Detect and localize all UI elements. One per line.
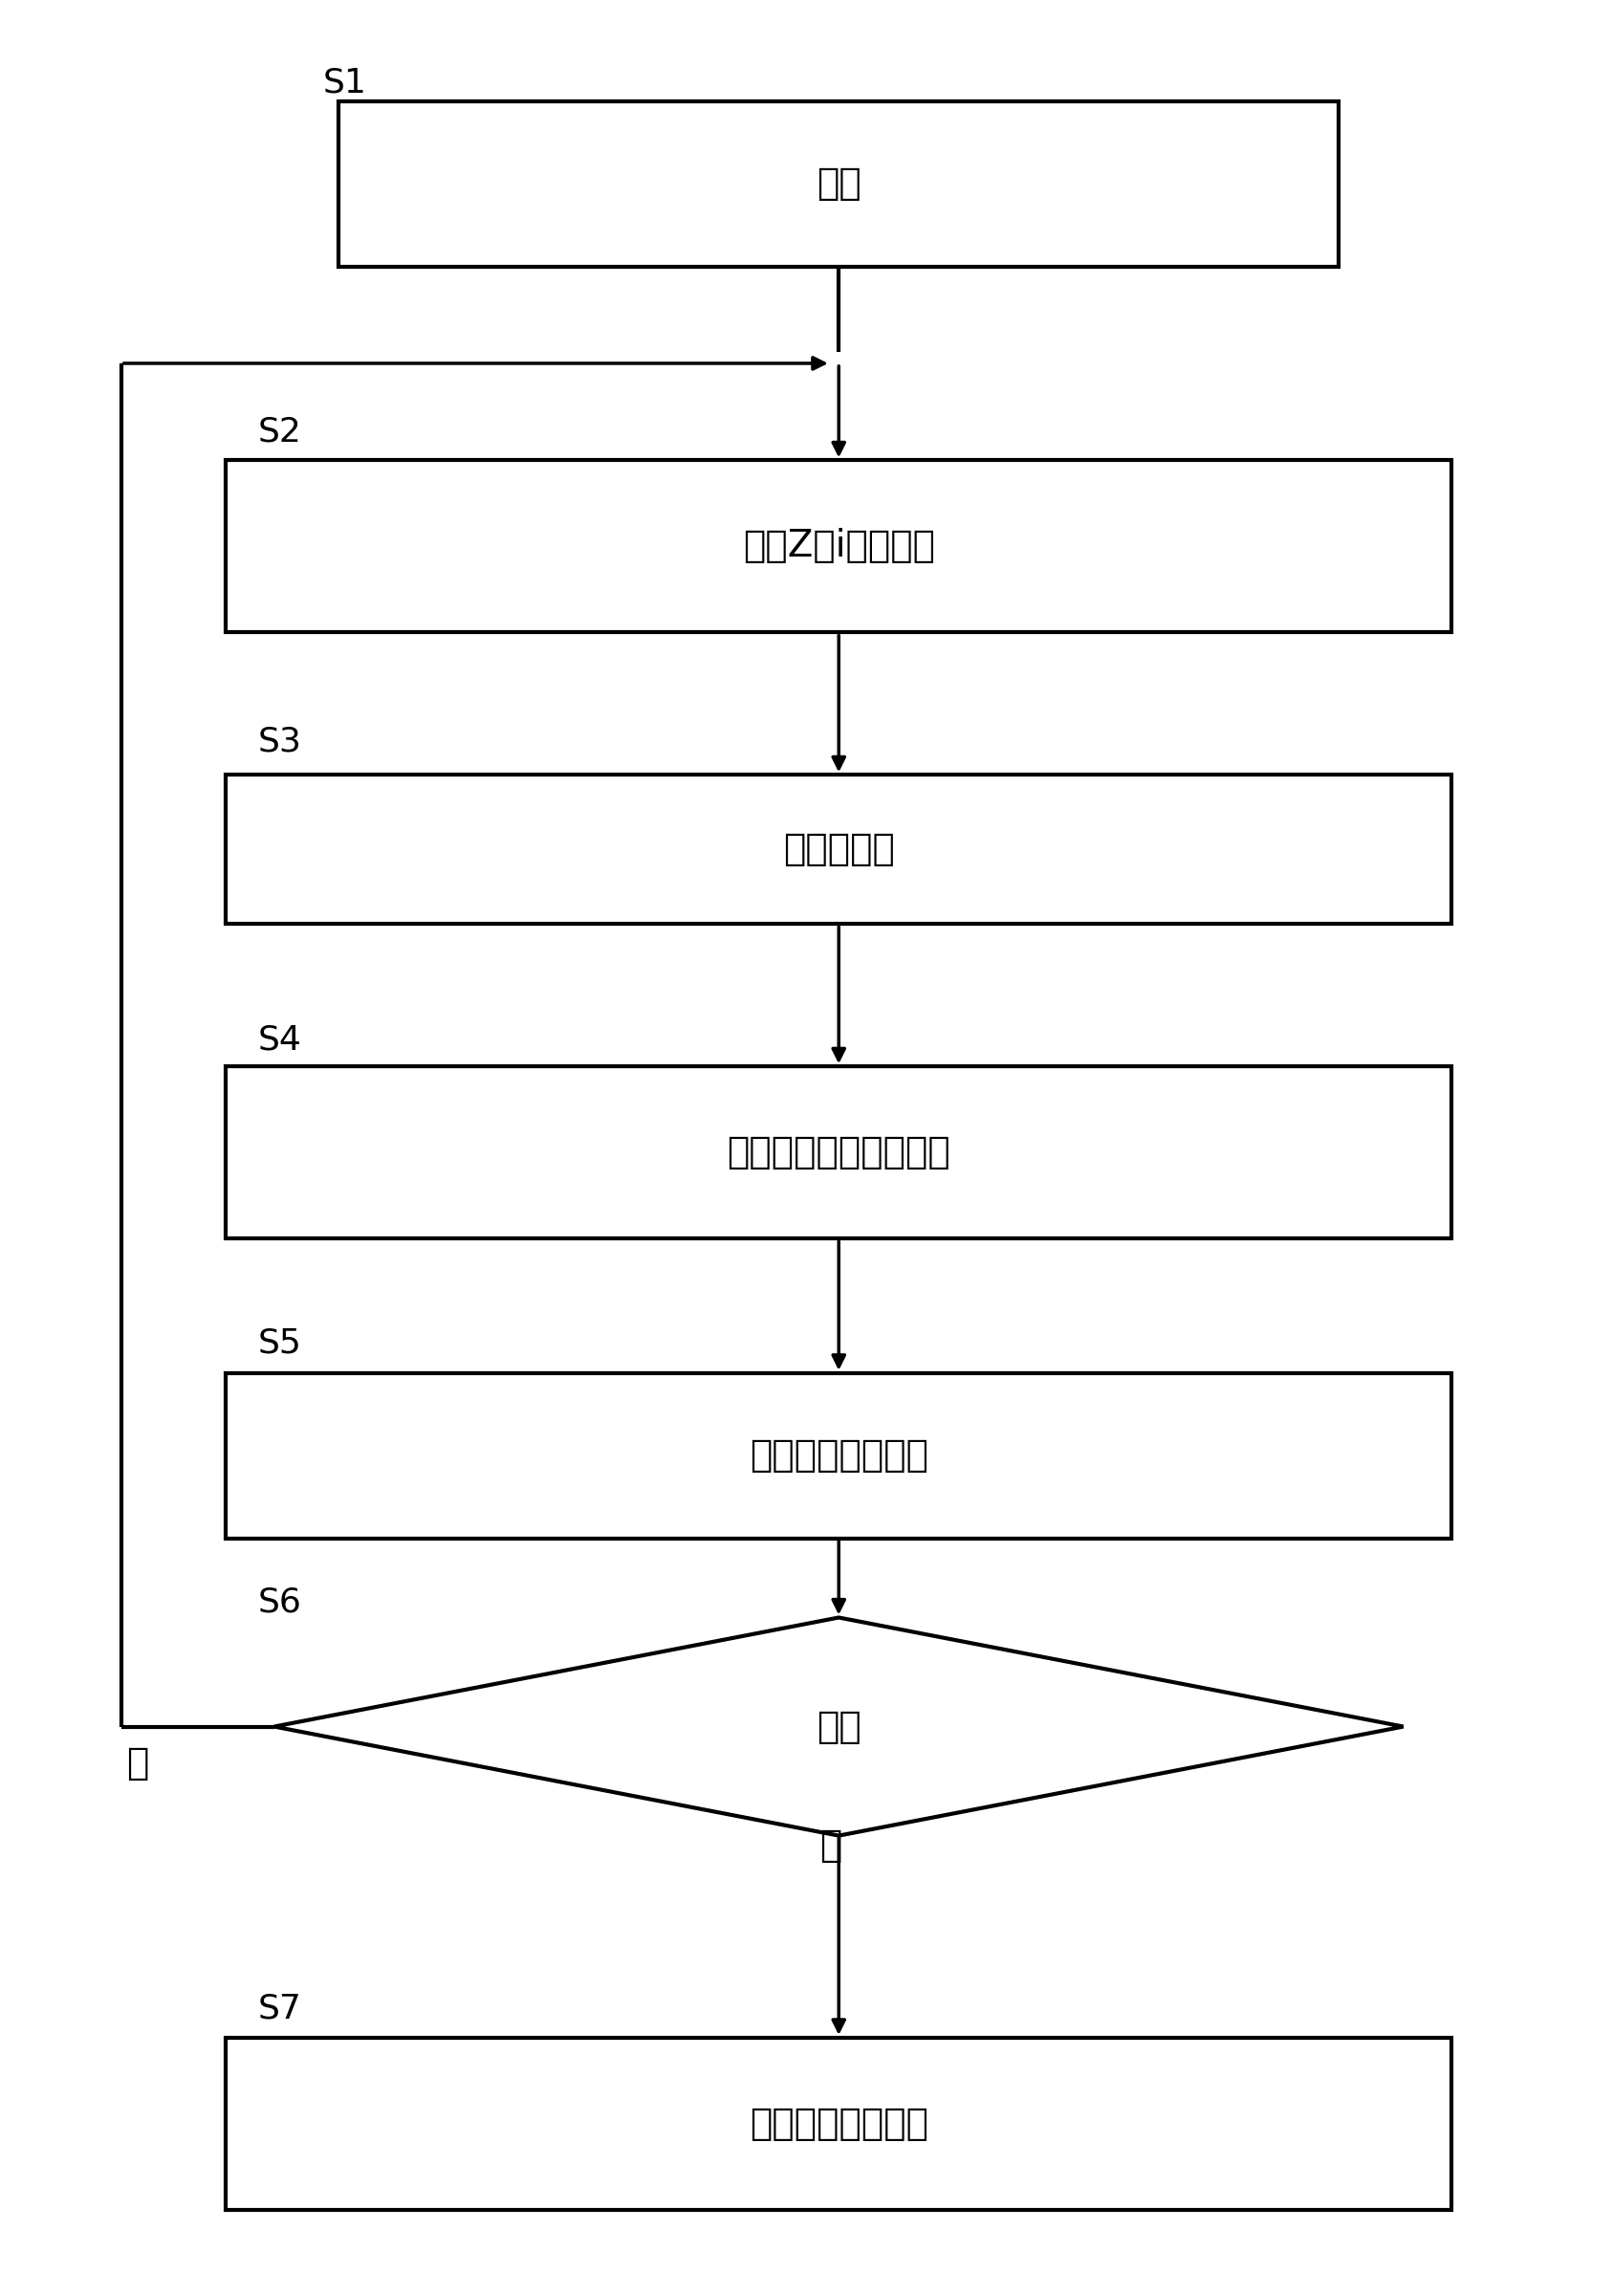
Text: 获取实像（去除镜像）: 获取实像（去除镜像）	[727, 1134, 950, 1171]
Text: 执行Z（i）的测量: 执行Z（i）的测量	[742, 528, 936, 565]
Text: 开始: 开始	[816, 165, 861, 202]
Text: S2: S2	[258, 416, 302, 448]
Text: 结束: 结束	[816, 1708, 861, 1745]
Text: S6: S6	[258, 1587, 302, 1619]
Text: S3: S3	[258, 726, 302, 758]
Text: 是: 是	[819, 1828, 842, 1864]
Text: S4: S4	[258, 1024, 302, 1056]
Text: 否: 否	[126, 1745, 148, 1782]
Polygon shape	[274, 1616, 1403, 1837]
Bar	[226, 1373, 1452, 1538]
Bar	[339, 101, 1339, 266]
Bar	[226, 1065, 1452, 1240]
Text: 校正对比度: 校正对比度	[782, 831, 895, 868]
Bar	[226, 2039, 1452, 2209]
Text: 将实像接合在一起: 将实像接合在一起	[750, 1437, 927, 1474]
Text: S5: S5	[258, 1327, 302, 1359]
Text: S1: S1	[323, 67, 366, 99]
Text: 获取层析摄影图像: 获取层析摄影图像	[750, 2105, 927, 2142]
Bar	[226, 459, 1452, 631]
Text: S7: S7	[258, 1993, 302, 2025]
Bar	[226, 774, 1452, 923]
